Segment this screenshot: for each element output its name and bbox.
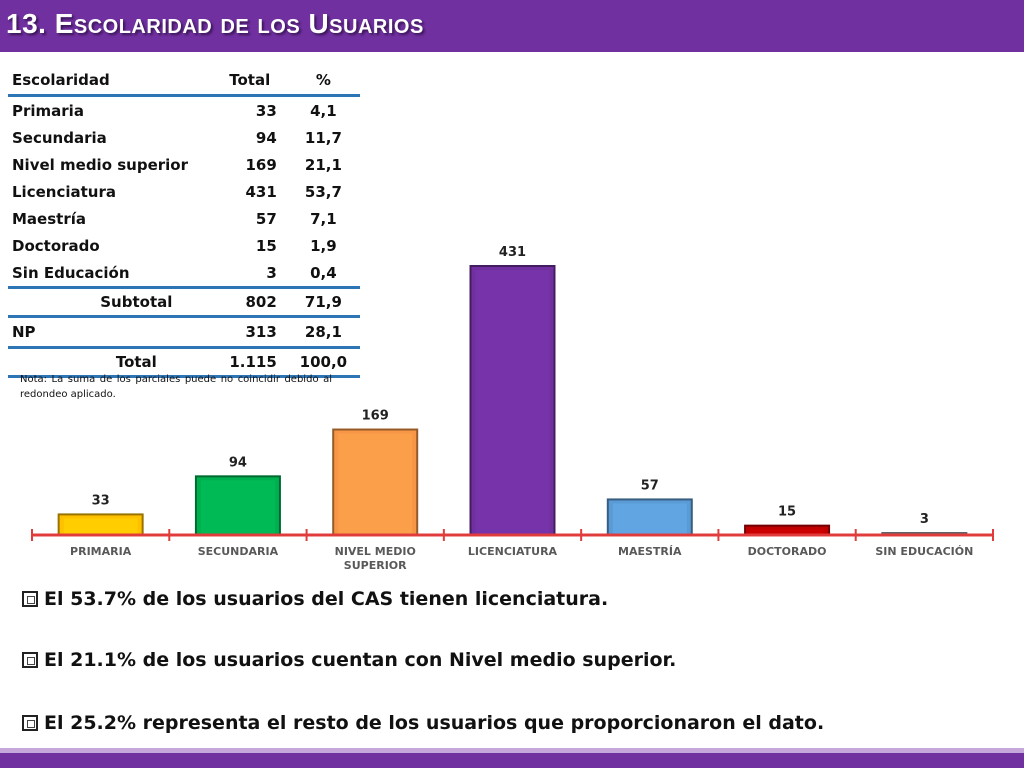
row-label: Sin Educación <box>12 263 130 282</box>
row-label: Maestría <box>12 209 86 228</box>
row-percent: 53,7 <box>304 182 342 201</box>
row-percent: 0,4 <box>310 263 337 282</box>
x-tick-label: SUPERIOR <box>344 559 407 572</box>
data-label: 94 <box>229 455 247 470</box>
bar-highlight <box>338 433 413 535</box>
total-total: 1.115 <box>218 346 287 378</box>
data-label: 15 <box>778 505 796 520</box>
row-total: 3 <box>266 263 277 282</box>
header-percent: % <box>286 66 360 97</box>
x-tick-label: PRIMARIA <box>70 545 132 558</box>
total-row: Total 1.115 100,0 <box>8 346 360 378</box>
np-total: 313 <box>245 323 277 341</box>
subtotal-percent: 71,9 <box>286 286 360 318</box>
bar-highlight <box>63 518 138 535</box>
row-total: 431 <box>245 182 277 201</box>
total-percent: 100,0 <box>286 346 360 378</box>
row-label: Nivel medio superior <box>12 155 188 174</box>
finding-text: El 21.1% de los usuarios cuentan con Niv… <box>44 649 677 671</box>
x-tick-label: MAESTRÍA <box>618 545 682 558</box>
table-row: Doctorado 15 1,9 <box>8 232 360 259</box>
table-row: Secundaria 94 11,7 <box>8 124 360 151</box>
data-label: 33 <box>92 493 110 508</box>
bar-highlight <box>475 270 550 535</box>
table-row: Nivel medio superior 169 21,1 <box>8 151 360 178</box>
row-label: Primaria <box>12 101 84 120</box>
subtotal-label: Subtotal <box>8 286 219 318</box>
row-total: 57 <box>255 209 277 228</box>
row-percent: 11,7 <box>304 128 342 147</box>
row-percent: 21,1 <box>304 155 342 174</box>
row-total: 169 <box>245 155 277 174</box>
header-escolaridad: Escolaridad <box>8 66 219 97</box>
data-label: 3 <box>920 512 929 527</box>
data-label: 431 <box>499 245 526 260</box>
data-label: 57 <box>641 478 659 493</box>
np-label: NP <box>12 323 36 341</box>
page-title: 13. Escolaridad de los Usuarios <box>6 8 424 39</box>
table-note: Nota: La suma de los parciales puede no … <box>20 374 332 400</box>
finding-item: El 53.7% de los usuarios del CAS tienen … <box>22 588 1012 610</box>
table-row: Maestría 57 7,1 <box>8 205 360 232</box>
row-label: Secundaria <box>12 128 107 147</box>
header-total: Total <box>218 66 287 97</box>
x-tick-label: NIVEL MEDIO <box>335 545 416 558</box>
schooling-table: Escolaridad Total % Primaria 33 4,1 Secu… <box>8 66 360 378</box>
subtotal-total: 802 <box>218 286 287 318</box>
row-percent: 1,9 <box>310 236 337 255</box>
x-tick-label: DOCTORADO <box>748 545 827 558</box>
title-bar: 13. Escolaridad de los Usuarios <box>0 0 1024 52</box>
finding-text: El 25.2% representa el resto de los usua… <box>44 712 825 734</box>
checkbox-bullet-icon <box>22 715 38 731</box>
np-percent: 28,1 <box>304 323 342 341</box>
footer-band <box>0 748 1024 768</box>
x-tick-label: SIN EDUCACIÓN <box>875 545 973 558</box>
np-row: NP 313 28,1 <box>8 317 360 348</box>
total-label: Total <box>8 346 219 378</box>
bar-highlight <box>750 529 825 535</box>
finding-item: El 25.2% representa el resto de los usua… <box>22 712 1012 734</box>
row-total: 94 <box>255 128 277 147</box>
row-percent: 7,1 <box>310 209 337 228</box>
checkbox-bullet-icon <box>22 652 38 668</box>
row-percent: 4,1 <box>310 101 337 120</box>
bar-highlight <box>200 480 275 535</box>
finding-text: El 53.7% de los usuarios del CAS tienen … <box>44 588 609 610</box>
data-label: 169 <box>362 409 389 424</box>
footer-stripe <box>0 748 1024 753</box>
x-tick-label: SECUNDARIA <box>198 545 279 558</box>
row-total: 33 <box>255 101 277 120</box>
row-total: 15 <box>255 236 277 255</box>
table-row: Sin Educación 3 0,4 <box>8 259 360 288</box>
row-label: Doctorado <box>12 236 100 255</box>
x-tick-label: LICENCIATURA <box>468 545 558 558</box>
finding-item: El 21.1% de los usuarios cuentan con Niv… <box>22 649 1012 671</box>
bar-highlight <box>612 503 687 535</box>
table-header-row: Escolaridad Total % <box>8 66 360 97</box>
table-row: Licenciatura 431 53,7 <box>8 178 360 205</box>
table-row: Primaria 33 4,1 <box>8 96 360 125</box>
row-label: Licenciatura <box>12 182 116 201</box>
checkbox-bullet-icon <box>22 591 38 607</box>
subtotal-row: Subtotal 802 71,9 <box>8 286 360 318</box>
